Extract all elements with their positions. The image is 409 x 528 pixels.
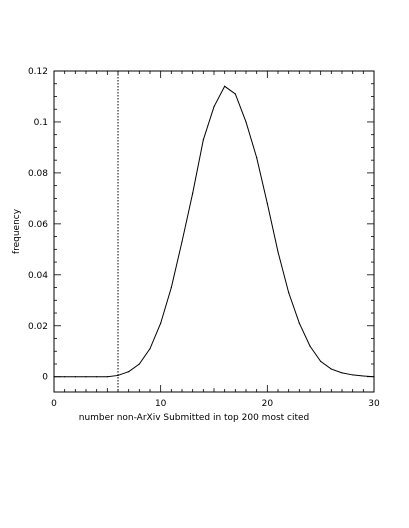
x-tick-label: 30 — [368, 399, 380, 409]
y-tick-label: 0.08 — [28, 169, 48, 179]
data-point — [298, 322, 300, 324]
data-point — [224, 85, 226, 87]
data-points — [53, 85, 375, 378]
y-tick-label: 0.12 — [28, 67, 48, 77]
frequency-series-line — [54, 85, 375, 378]
data-point — [117, 374, 119, 377]
x-axis-label: number non-ArXiv Submitted in top 200 mo… — [79, 413, 310, 423]
data-point — [288, 292, 290, 294]
data-point — [341, 372, 343, 374]
data-point — [138, 363, 140, 365]
axes — [53, 70, 375, 393]
y-tick-label: 0.02 — [28, 322, 48, 332]
y-axis-label: frequency — [12, 208, 22, 254]
data-point — [106, 376, 108, 378]
data-point — [309, 345, 311, 347]
data-point — [64, 376, 66, 378]
x-tick-label: 10 — [155, 399, 167, 409]
data-point — [149, 348, 151, 350]
data-point — [352, 374, 354, 376]
data-point — [320, 360, 322, 363]
data-point — [234, 93, 236, 95]
data-point — [213, 106, 215, 108]
data-point — [256, 157, 258, 159]
y-tick-label: 0.1 — [34, 118, 48, 128]
ticks — [53, 70, 375, 392]
data-point — [96, 376, 98, 378]
y-tick-label: 0 — [42, 373, 48, 383]
x-tick-label: 0 — [51, 399, 57, 409]
data-point — [85, 376, 87, 378]
data-point — [170, 286, 172, 289]
data-point — [181, 241, 183, 243]
x-tick-label: 20 — [262, 399, 274, 409]
data-point — [53, 376, 55, 378]
data-point — [266, 202, 268, 205]
data-point — [277, 251, 279, 253]
plot-frame — [53, 70, 375, 393]
data-point — [160, 322, 162, 324]
data-point — [128, 371, 130, 373]
data-point — [192, 192, 194, 194]
y-tick-label: 0.04 — [28, 271, 48, 281]
data-point — [373, 376, 375, 378]
data-point — [245, 121, 247, 123]
data-point — [362, 375, 364, 377]
data-point — [74, 376, 76, 378]
data-point — [202, 139, 204, 141]
data-point — [330, 368, 332, 370]
y-tick-label: 0.06 — [28, 220, 48, 230]
tick-labels: 0 10 20 30 0 0.02 0.04 0.06 0.08 0.1 0.12 — [28, 67, 380, 409]
